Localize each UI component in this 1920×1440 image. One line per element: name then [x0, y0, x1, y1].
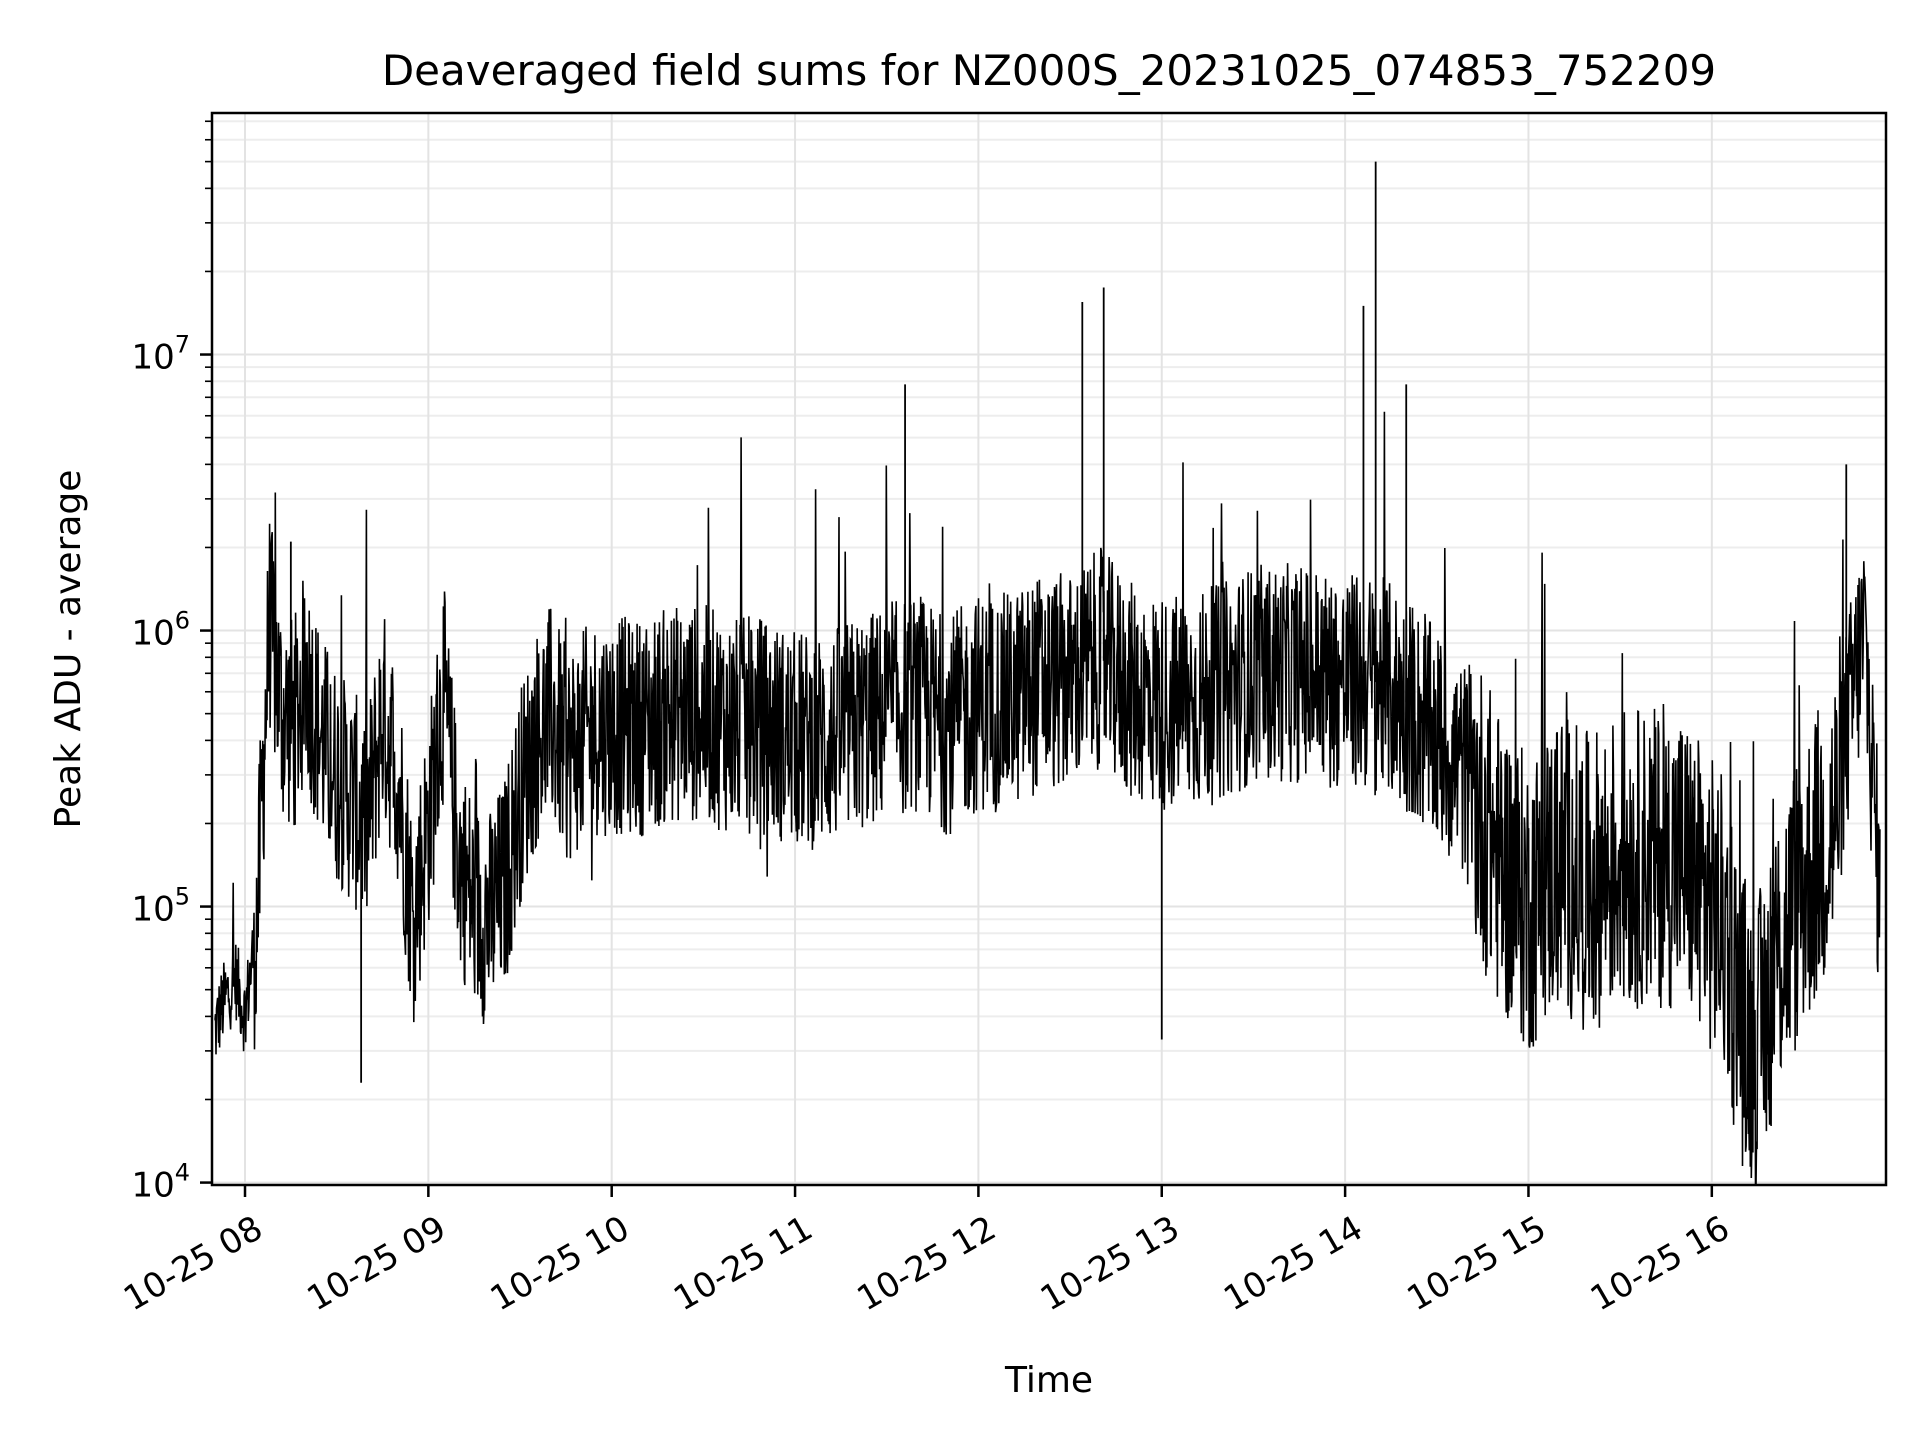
y-axis-label: Peak ADU - average: [48, 470, 89, 829]
y-tick-label: 106: [131, 607, 190, 654]
y-tick-label: 107: [131, 331, 190, 378]
chart-title: Deaveraged field sums for NZ000S_2023102…: [382, 46, 1716, 95]
x-axis-label: Time: [1004, 1360, 1093, 1401]
series-line: [214, 411, 1881, 1185]
y-tick-label: 104: [131, 1159, 190, 1206]
spikes: [289, 161, 1848, 1134]
y-tick-label: 105: [131, 883, 190, 930]
y-axis: 104 105 106 107: [131, 120, 212, 1206]
plot-area: [214, 161, 1881, 1185]
plot-frame: [210, 111, 1888, 1187]
